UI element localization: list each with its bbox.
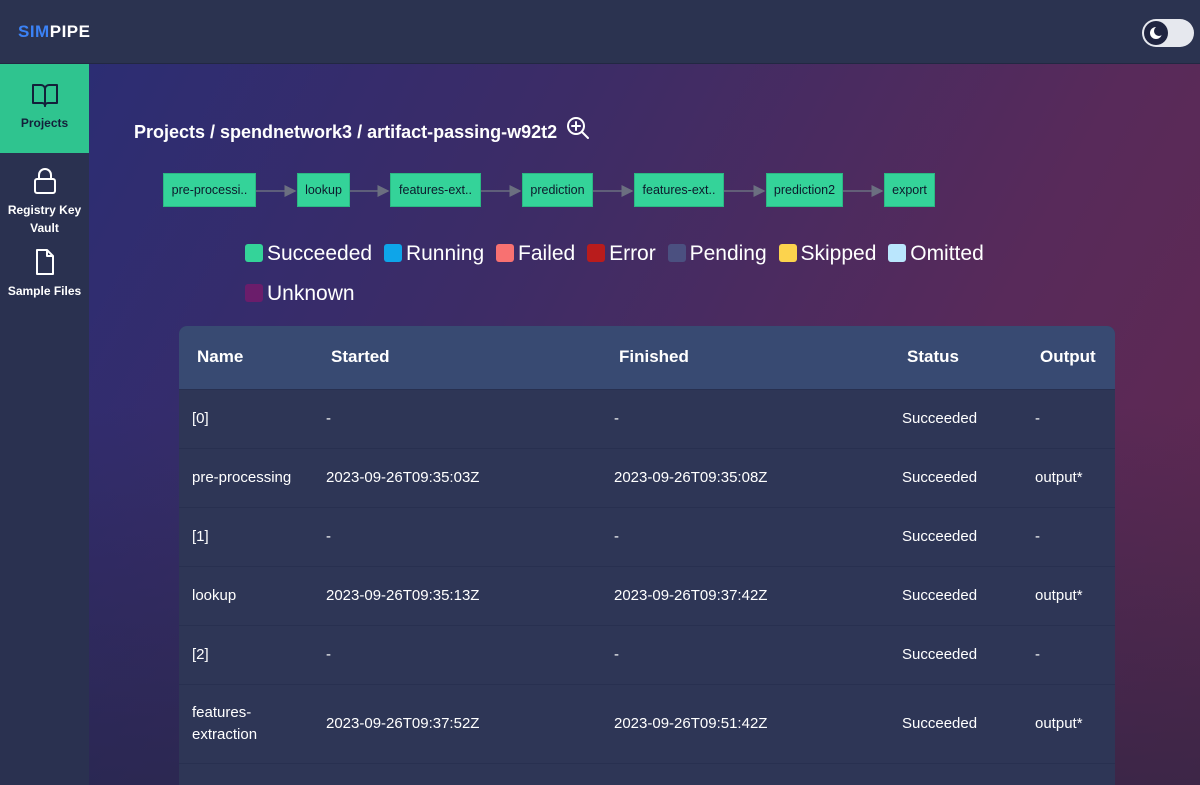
table-row[interactable]: features-extraction 2023-09-26T09:37:52Z…: [179, 684, 1115, 763]
cell-status: Succeeded: [902, 410, 978, 427]
table-row[interactable]: [0] - - Succeeded -: [179, 389, 1115, 448]
node-table: Name Started Finished Status Output [0] …: [179, 326, 1115, 785]
cell-name: [1]: [192, 528, 209, 545]
lock-icon: [33, 168, 56, 194]
cell-status: Succeeded: [902, 587, 978, 604]
cell-finished: -: [614, 646, 619, 663]
cell-started: 2023-09-26T09:35:13Z: [326, 587, 480, 604]
cell-started: -: [326, 410, 331, 427]
legend-item-skipped: Skipped: [778, 234, 876, 274]
moon-icon: [1144, 21, 1168, 45]
pipeline-node[interactable]: pre-processi..: [163, 173, 256, 207]
cell-output-link[interactable]: output*: [1035, 469, 1083, 486]
cell-status: Succeeded: [902, 528, 978, 545]
pipeline-node[interactable]: lookup: [297, 173, 350, 207]
cell-started: -: [326, 528, 331, 545]
cell-finished: 2023-09-26T09:37:42Z: [614, 587, 768, 604]
legend-item-omitted: Omitted: [888, 234, 984, 274]
status-legend: Succeeded Running Failed Error Pending S…: [245, 234, 1025, 314]
table-row: [179, 763, 1115, 785]
cell-finished: -: [614, 410, 619, 427]
table-row[interactable]: lookup 2023-09-26T09:35:13Z 2023-09-26T0…: [179, 566, 1115, 625]
main-content: Projects / spendnetwork3 / artifact-pass…: [89, 64, 1200, 785]
cell-started: -: [326, 646, 331, 663]
cell-finished: -: [614, 528, 619, 545]
cell-output-link[interactable]: output*: [1035, 587, 1083, 604]
pipeline-node[interactable]: features-ext..: [634, 173, 724, 207]
cell-finished: 2023-09-26T09:51:42Z: [614, 715, 768, 732]
cell-started: 2023-09-26T09:35:03Z: [326, 469, 480, 486]
cell-output: -: [1035, 646, 1040, 663]
column-header-status[interactable]: Status: [907, 347, 959, 367]
book-open-icon: [31, 84, 58, 107]
table-row[interactable]: pre-processing 2023-09-26T09:35:03Z 2023…: [179, 448, 1115, 507]
cell-name: pre-processing: [192, 469, 292, 486]
top-bar: SIMPIPE: [0, 0, 1200, 64]
pipeline-graph: pre-processi.. lookup features-ext.. pre…: [89, 64, 1200, 224]
sidebar-item-label: Projects: [20, 116, 69, 130]
legend-item-running: Running: [383, 234, 484, 274]
legend-item-pending: Pending: [667, 234, 767, 274]
sidebar-item-registry-key-vault[interactable]: Registry Key Vault: [0, 153, 89, 246]
app-logo[interactable]: SIMPIPE: [18, 22, 91, 41]
cell-status: Succeeded: [902, 469, 978, 486]
legend-swatch: [245, 244, 263, 262]
legend-item-unknown: Unknown: [245, 274, 355, 314]
pipeline-node[interactable]: prediction: [522, 173, 593, 207]
legend-item-error: Error: [587, 234, 656, 274]
sidebar-item-label: Sample Files: [7, 284, 82, 298]
cell-name: features-extraction: [192, 703, 258, 743]
legend-swatch: [383, 244, 402, 262]
legend-swatch: [587, 244, 606, 262]
legend-swatch: [778, 244, 797, 262]
table-header-row: Name Started Finished Status Output: [179, 326, 1115, 389]
cell-output-link[interactable]: output*: [1035, 715, 1083, 732]
legend-swatch: [888, 244, 907, 262]
table-row[interactable]: [2] - - Succeeded -: [179, 625, 1115, 684]
legend-item-succeeded: Succeeded: [245, 234, 372, 274]
breadcrumb[interactable]: Projects / spendnetwork3 / artifact-pass…: [134, 122, 558, 142]
pipeline-node[interactable]: features-ext..: [390, 173, 481, 207]
cell-started: 2023-09-26T09:37:52Z: [326, 715, 480, 732]
file-icon: [35, 249, 54, 275]
column-header-finished[interactable]: Finished: [619, 347, 689, 367]
theme-toggle[interactable]: [1142, 19, 1194, 47]
pipeline-node[interactable]: prediction2: [766, 173, 843, 207]
pipeline-edges: [256, 185, 884, 197]
legend-swatch: [496, 244, 515, 262]
sidebar-item-label: Registry Key Vault: [7, 203, 82, 235]
cell-finished: 2023-09-26T09:35:08Z: [614, 469, 768, 486]
legend-swatch: [245, 284, 263, 302]
sidebar: Projects Registry Key Vault Sample Files: [0, 64, 89, 785]
sidebar-item-sample-files[interactable]: Sample Files: [0, 246, 89, 316]
table-row[interactable]: [1] - - Succeeded -: [179, 507, 1115, 566]
cell-status: Succeeded: [902, 646, 978, 663]
cell-status: Succeeded: [902, 715, 978, 732]
column-header-output[interactable]: Output: [1040, 347, 1096, 367]
cell-name: [2]: [192, 646, 209, 663]
cell-name: [0]: [192, 410, 209, 427]
legend-item-failed: Failed: [496, 234, 575, 274]
column-header-name[interactable]: Name: [197, 347, 244, 367]
zoom-in-icon[interactable]: [565, 115, 591, 141]
cell-name: lookup: [192, 587, 237, 604]
pipeline-node[interactable]: export: [884, 173, 935, 207]
cell-output: -: [1035, 528, 1040, 545]
cell-output: -: [1035, 410, 1040, 427]
legend-swatch: [667, 244, 686, 262]
sidebar-item-projects[interactable]: Projects: [0, 64, 89, 153]
column-header-started[interactable]: Started: [331, 347, 390, 367]
